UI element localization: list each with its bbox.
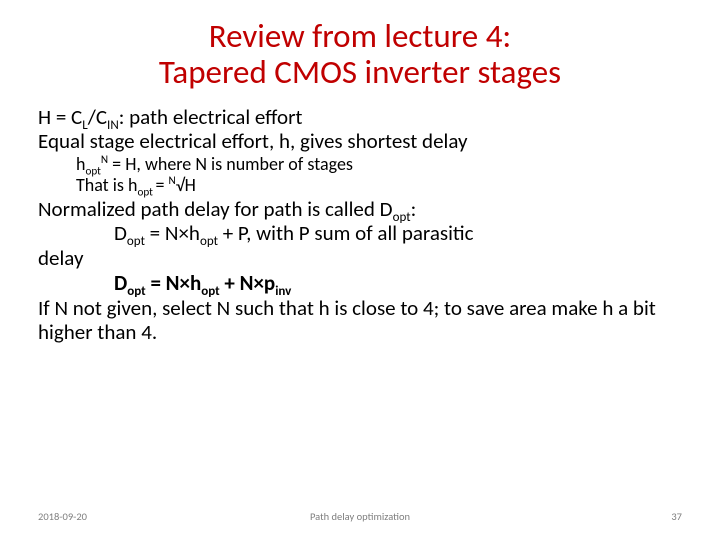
line-4: That is hopt = N√H (38, 175, 682, 196)
l4e: √H (176, 174, 196, 196)
line-1: H = CL/CIN: path electrical effort (38, 105, 682, 130)
l6e: + P, with P sum of all parasitic (218, 220, 474, 246)
l4c: = (155, 174, 168, 196)
footer-pagenum: 37 (671, 510, 682, 523)
l8c: = N×h (146, 270, 202, 296)
footer-title: Path delay optimization (0, 510, 720, 523)
line-6: Dopt = N×hopt + P, with P sum of all par… (38, 221, 682, 246)
l8e: + N×p (220, 270, 276, 296)
line-9: If N not given, select N such that h is … (38, 296, 682, 346)
slide-footer: 2018-09-20 Path delay optimization 37 (0, 510, 720, 528)
line-3: hoptN = H, where N is number of stages (38, 154, 682, 175)
l1e: : path electrical effort (119, 104, 303, 130)
l8a: D (114, 270, 127, 296)
line-2: Equal stage electrical effort, h, gives … (38, 129, 682, 154)
l4a: That is h (76, 174, 137, 196)
line-8: Dopt = N×hopt + N×pinv (38, 271, 682, 296)
l4d: N (169, 173, 176, 187)
slide-container: Review from lecture 4: Tapered CMOS inve… (0, 0, 720, 540)
l6b: opt (127, 235, 145, 250)
l1a: H = C (38, 104, 82, 130)
line-7: delay (38, 246, 682, 271)
l1c: /C (88, 104, 107, 130)
slide-body: H = CL/CIN: path electrical effort Equal… (38, 105, 682, 346)
l5c: : (411, 196, 417, 222)
title-line2: Tapered CMOS inverter stages (159, 52, 561, 92)
slide-title: Review from lecture 4: Tapered CMOS inve… (38, 18, 682, 91)
title-line1: Review from lecture 4: (209, 16, 512, 56)
l6d: opt (200, 235, 218, 250)
l3d: = H, where N is number of stages (108, 153, 353, 175)
l6a: D (114, 220, 127, 246)
line-5: Normalized path delay for path is called… (38, 197, 682, 222)
l6c: = N×h (145, 220, 200, 246)
l5a: Normalized path delay for path is called… (38, 196, 393, 222)
